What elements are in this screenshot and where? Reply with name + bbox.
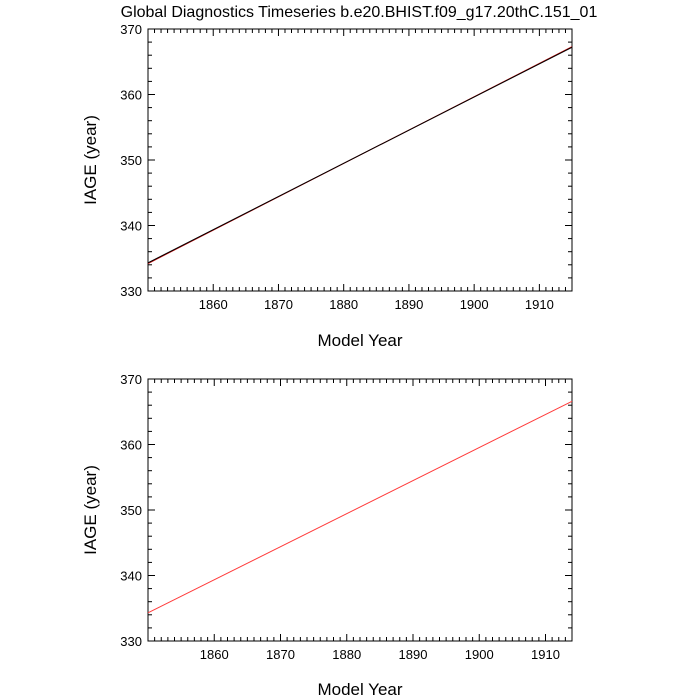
x-tick-label: 1860 (200, 647, 229, 662)
x-tick-label: 1860 (199, 297, 228, 312)
y-tick-label: 350 (120, 153, 142, 168)
y-axis-label-top: IAGE (year) (81, 115, 100, 205)
x-axis-label-bottom: Model Year (317, 680, 402, 699)
plot-frame-top (147, 28, 573, 292)
x-tick-label: 1880 (329, 297, 358, 312)
y-tick-label: 370 (120, 372, 142, 387)
ticks-bottom (148, 379, 572, 641)
y-tick-label: 360 (120, 438, 142, 453)
y-tick-label: 370 (120, 22, 142, 37)
y-tick-label: 330 (120, 284, 142, 299)
series-bottom (147, 400, 573, 614)
x-tick-label: 1890 (399, 647, 428, 662)
labels-bottom: 1860 1870 1880 1890 1900 1910 330 340 350 360 370 (120, 372, 560, 662)
x-tick-label: 1880 (332, 647, 361, 662)
x-axis-label-top: Model Year (317, 331, 402, 350)
panel-bottom: 1860 1870 1880 1890 1900 1910330340350360370 … (81, 372, 573, 699)
y-axis-label-bottom: IAGE (year) (81, 465, 100, 555)
y-tick-label: 340 (120, 219, 142, 234)
x-tick-label: 1890 (394, 297, 423, 312)
chart-title: Global Diagnostics Timeseries b.e20.BHIS… (121, 4, 598, 21)
x-tick-label: 1910 (525, 297, 554, 312)
series-top (147, 46, 573, 264)
x-tick-label: 1910 (531, 647, 560, 662)
plot-frame-bottom (147, 378, 573, 642)
x-tick-label: 1870 (264, 297, 293, 312)
series-line (147, 400, 573, 614)
x-tick-label: 1900 (460, 297, 489, 312)
x-tick-label: 1900 (465, 647, 494, 662)
panel-top: 1860 1870 1880 1890 1900 1910330340350360370 … (81, 22, 573, 350)
series-line (147, 46, 573, 264)
ticks-top (148, 29, 572, 291)
y-tick-label: 350 (120, 503, 142, 518)
x-tick-label: 1870 (266, 647, 295, 662)
labels-top: 1860 1870 1880 1890 1900 1910 330 340 350 360 370 (120, 22, 554, 312)
y-tick-label: 330 (120, 634, 142, 649)
y-tick-label: 360 (120, 88, 142, 103)
y-tick-label: 340 (120, 569, 142, 584)
